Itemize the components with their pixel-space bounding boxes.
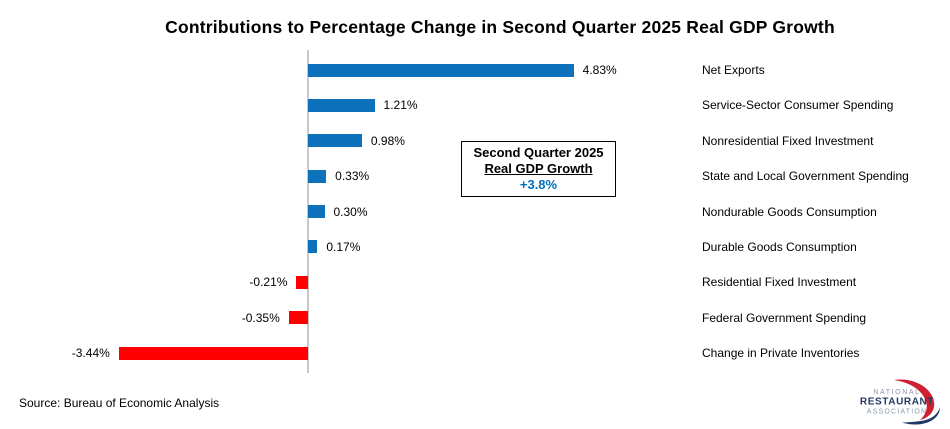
category-label: Federal Government Spending: [702, 310, 867, 325]
category-label: Nonresidential Fixed Investment: [702, 133, 874, 148]
bar-value-label: -0.35%: [241, 310, 280, 325]
bar-value-label: 0.17%: [326, 239, 361, 254]
chart-title: Contributions to Percentage Change in Se…: [165, 17, 835, 37]
category-label: Change in Private Inventories: [702, 346, 860, 360]
bar-durable-goods-consumption: [308, 240, 318, 254]
logo-swoosh-blue-icon: [902, 407, 940, 425]
category-label: Durable Goods Consumption: [702, 239, 857, 254]
category-label: Net Exports: [702, 63, 765, 77]
gdp-growth-callout-box: Second Quarter 2025 Real GDP Growth +3.8…: [461, 141, 616, 197]
logo-text-restaurant: RESTAURANT: [860, 397, 934, 408]
bar-nonresidential-fixed-investment: [308, 134, 362, 148]
callout-line-1: Second Quarter 2025: [473, 145, 604, 160]
logo-swoosh-red-icon: [894, 379, 935, 420]
bar-change-in-private-inventories: [118, 346, 308, 360]
bar-federal-government-spending: [288, 311, 308, 325]
bar-nondurable-goods-consumption: [308, 205, 325, 218]
bar-residential-fixed-investment: [296, 275, 308, 289]
bar-value-label: 0.98%: [370, 133, 405, 148]
bar-value-label: -0.21%: [249, 275, 288, 290]
bar-service-sector-consumer-spending: [308, 98, 375, 112]
category-label: State and Local Government Spending: [702, 169, 909, 184]
category-label: Residential Fixed Investment: [702, 275, 857, 290]
logo-text-association: ASSOCIATION: [867, 409, 928, 416]
logo-text-national: NATIONAL: [873, 389, 920, 396]
category-label: Service-Sector Consumer Spending: [702, 98, 894, 113]
gdp-growth-value: +3.8%: [519, 177, 558, 192]
bar-state-and-local-government-spending: [308, 169, 327, 183]
category-label: Nondurable Goods Consumption: [702, 204, 877, 219]
national-restaurant-association-logo: NATIONAL RESTAURANT ASSOCIATION: [860, 379, 940, 425]
bar-value-label: 0.30%: [333, 204, 368, 219]
bar-value-label: 0.33%: [335, 169, 370, 184]
callout-line-2: Real GDP Growth: [484, 161, 593, 176]
bar-net-exports: [308, 63, 574, 77]
bar-value-label: 1.21%: [383, 98, 418, 113]
source-note: Source: Bureau of Economic Analysis: [19, 396, 220, 410]
bar-value-label: -3.44%: [71, 346, 110, 360]
bar-value-label: 4.83%: [582, 63, 617, 77]
